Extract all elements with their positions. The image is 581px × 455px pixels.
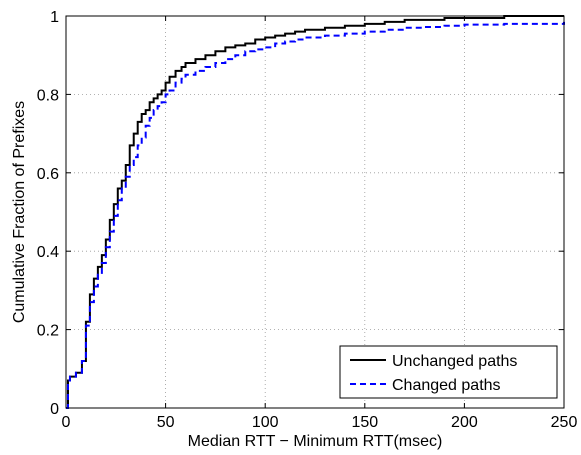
y-tick-labels: 0 0.2 0.4 0.6 0.8 1 [37, 9, 59, 418]
y-tick-label: 0.4 [37, 244, 59, 261]
axis-ticks [65, 15, 565, 409]
x-tick-labels: 0 50 100 150 200 250 [62, 414, 578, 431]
series-line-changed-paths [66, 21, 565, 409]
x-tick-label: 200 [451, 414, 478, 431]
y-tick-label: 0.8 [37, 87, 59, 104]
y-tick-label: 1 [50, 9, 59, 26]
series-line-unchanged-paths [66, 15, 564, 409]
x-tick-label: 250 [551, 414, 578, 431]
series-lines [66, 15, 565, 409]
y-tick-label: 0.2 [37, 323, 59, 340]
y-tick-label: 0.6 [37, 166, 59, 183]
x-tick-label: 50 [157, 414, 175, 431]
x-axis-label: Median RTT − Minimum RTT(msec) [188, 433, 443, 450]
legend: Unchanged paths Changed paths [339, 345, 558, 399]
y-axis-label: Cumulative Fraction of Prefixes [11, 101, 28, 323]
legend-label-changed: Changed paths [392, 377, 501, 394]
x-tick-label: 0 [62, 414, 71, 431]
legend-label-unchanged: Unchanged paths [392, 353, 517, 370]
grid-lines [66, 16, 564, 408]
legend-box [339, 345, 558, 399]
x-tick-label: 100 [252, 414, 279, 431]
plot-background [66, 16, 564, 408]
y-tick-label: 0 [50, 401, 59, 418]
x-tick-label: 150 [351, 414, 378, 431]
plot-frame [65, 15, 565, 409]
